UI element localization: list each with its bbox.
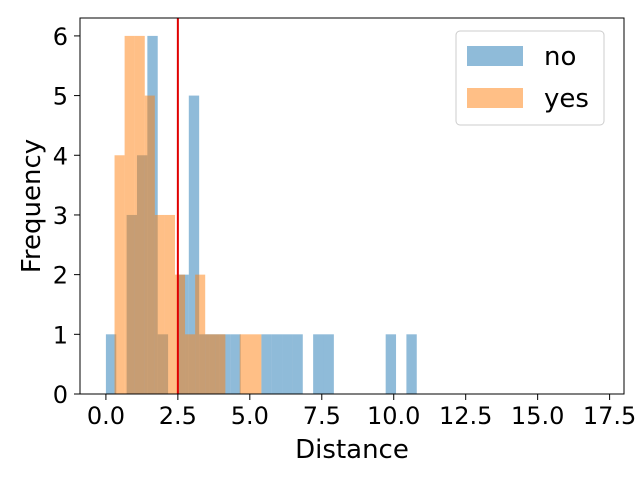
plot-frame [79,17,625,395]
bar-no-15 [313,334,324,394]
y-tick-label: 6 [53,23,68,51]
bar-no-11 [261,334,272,394]
bar-yes-5 [164,214,175,394]
x-tick-label: 15.0 [511,402,564,430]
legend-swatch-yes [467,88,523,108]
y-tick-label: 5 [53,83,68,111]
bar-yes-8 [195,274,206,394]
y-tick-label: 3 [53,202,68,230]
y-tick-label: 2 [53,262,68,290]
bar-yes-3 [144,95,155,394]
legend: no yes [455,30,605,126]
bar-no-13 [282,334,293,394]
bar-yes-1 [124,35,135,395]
bar-yes-6 [174,274,186,394]
bar-no-18 [406,334,417,394]
bar-no-10 [230,334,241,394]
bar-no-6 [188,95,200,394]
legend-label-yes: yes [544,84,589,114]
x-tick-label: 7.5 [303,402,341,430]
bar-no-0 [105,334,117,394]
x-tick-label: 10.0 [367,402,420,430]
bars-layer [105,35,417,395]
x-tick-label: 0.0 [87,402,125,430]
y-tick-label: 0 [53,381,68,409]
y-tick-label: 4 [53,142,68,170]
bar-no-16 [323,334,334,394]
x-tick-label: 5.0 [231,402,269,430]
legend-swatch-no [467,46,523,66]
x-tick-label: 12.5 [439,402,492,430]
bar-no-12 [271,334,283,394]
y-axis-ticks: 0 1 2 3 4 5 6 [53,23,80,409]
bar-yes-4 [154,214,165,394]
y-axis-label: Frequency [17,139,47,273]
y-tick-label: 1 [53,321,68,349]
bar-yes-11 [239,334,262,394]
bar-yes-10 [215,334,226,394]
x-axis-ticks: 0.0 2.5 5.0 7.5 10.0 12.5 15.0 17.5 [87,394,636,430]
bar-yes-2 [134,35,145,395]
x-axis-label: Distance [295,435,409,465]
x-tick-label: 2.5 [159,402,197,430]
bar-no-17 [385,334,397,394]
legend-label-no: no [544,42,576,72]
bar-yes-0 [114,155,125,394]
bar-yes-9 [205,334,216,394]
x-tick-label: 17.5 [583,402,636,430]
bar-no-14 [292,334,303,394]
bar-yes-7 [185,334,196,394]
